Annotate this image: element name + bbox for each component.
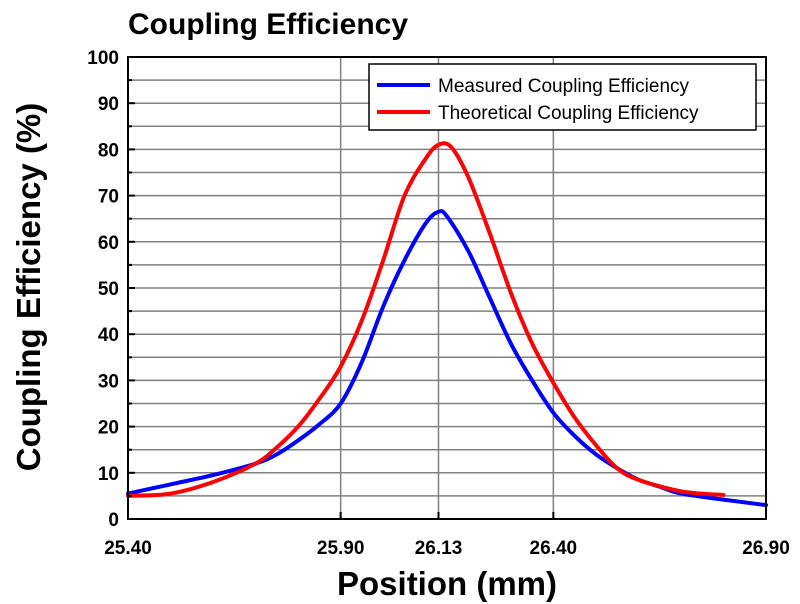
y-tick-label: 80 (98, 140, 119, 161)
y-axis-title: Coupling Efficiency (%) (10, 103, 47, 472)
x-tick-label: 26.90 (742, 538, 790, 559)
y-tick-label: 0 (108, 510, 119, 531)
chart-title: Coupling Efficiency (128, 8, 408, 41)
legend-entry-measured: Measured Coupling Efficiency (438, 76, 690, 97)
legend-entry-theoretical: Theoretical Coupling Efficiency (438, 103, 699, 124)
legend: Measured Coupling Efficiency Theoretical … (368, 63, 757, 131)
y-tick-label: 100 (87, 48, 119, 69)
theoretical-series-line (126, 141, 726, 498)
y-tick-label: 50 (98, 279, 119, 300)
x-tick-label: 26.13 (415, 538, 463, 559)
x-axis-title: Position (mm) (337, 565, 557, 602)
y-tick-label: 90 (98, 94, 119, 115)
y-tick-label: 20 (98, 418, 119, 439)
y-tick-label: 30 (98, 371, 119, 392)
x-tick-label: 25.90 (317, 538, 365, 559)
y-tick-label: 60 (98, 233, 119, 254)
x-tick-label: 26.40 (530, 538, 578, 559)
y-tick-label: 40 (98, 325, 119, 346)
x-tick-label: 25.40 (104, 538, 152, 559)
ticks: 0 10 20 30 40 50 60 70 80 90 100 25.40 25.90 26.13 26.… (87, 48, 789, 559)
series-layer (126, 141, 768, 508)
y-tick-label: 10 (98, 464, 119, 485)
legend-box (368, 63, 757, 131)
y-tick-label: 70 (98, 187, 119, 208)
